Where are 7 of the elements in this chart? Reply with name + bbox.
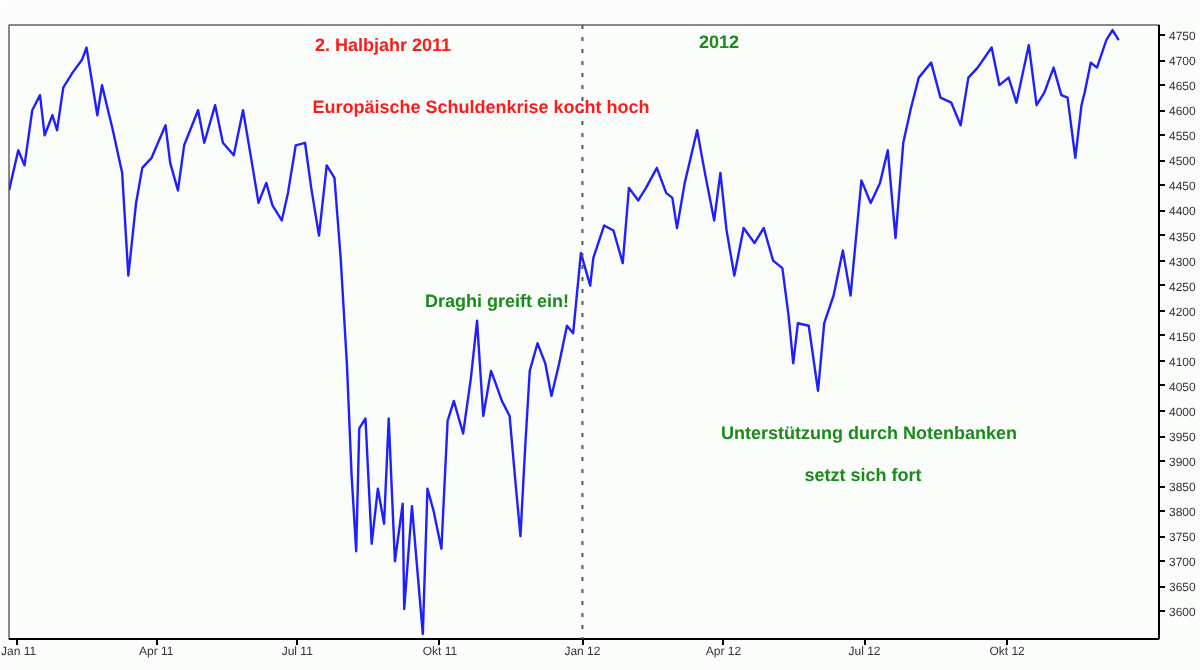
annotation: setzt sich fort xyxy=(804,465,922,485)
annotation: Europäische Schuldenkrise kocht hoch xyxy=(312,97,650,117)
annotation: 2. Halbjahr 2011 xyxy=(314,35,452,55)
annotation: 2012 xyxy=(698,32,740,52)
annotation: Unterstützung durch Notenbanken xyxy=(721,423,1017,443)
annotation: Draghi greift ein! xyxy=(425,291,570,311)
line-series xyxy=(9,28,1120,636)
